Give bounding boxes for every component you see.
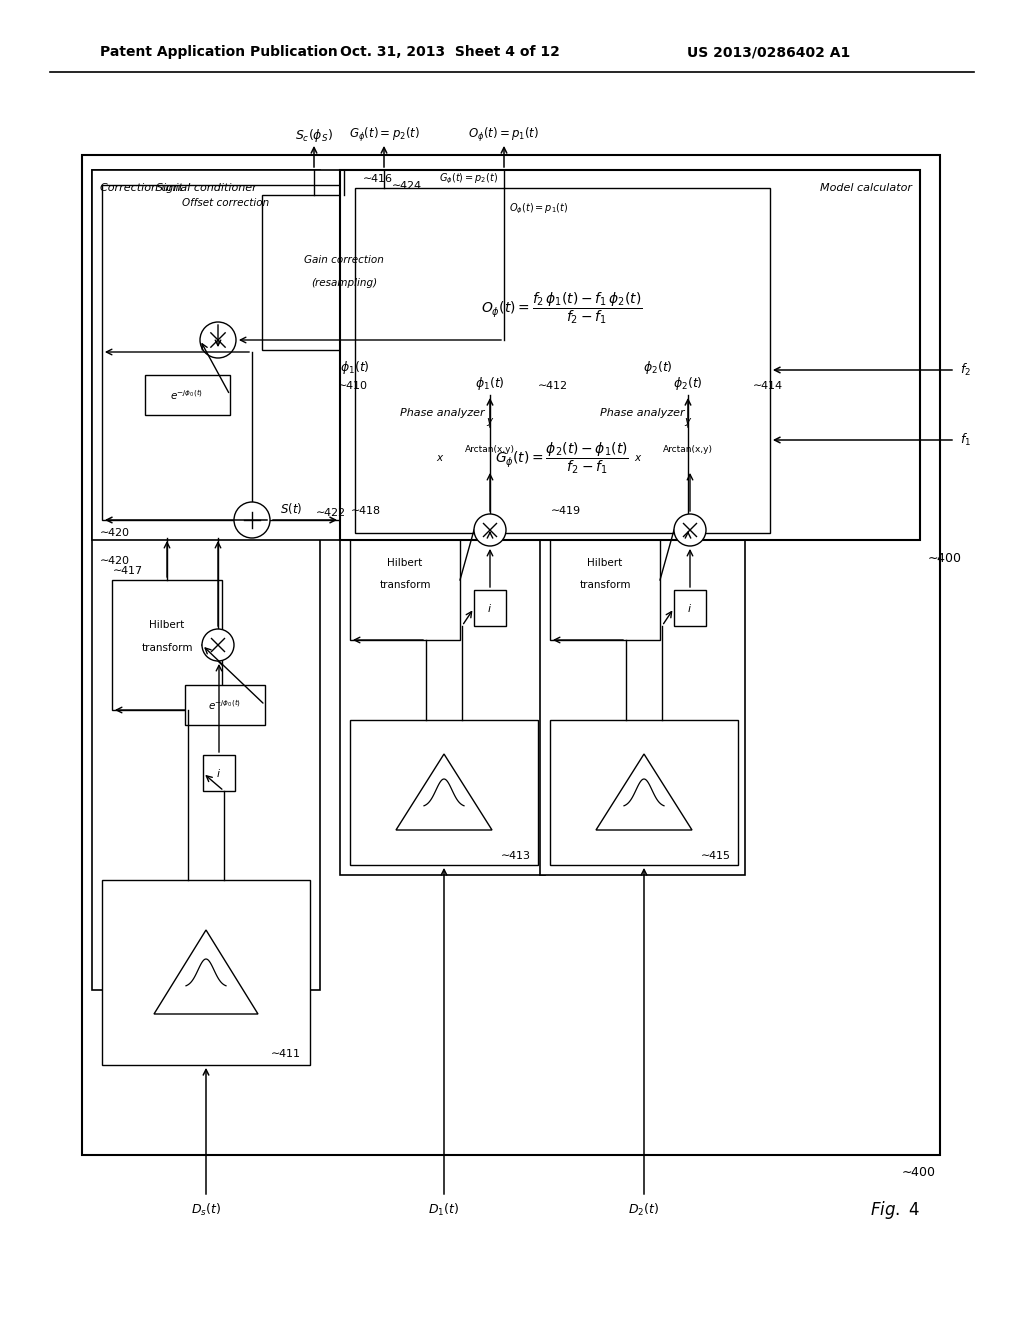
Text: Hilbert: Hilbert (150, 620, 184, 630)
Text: US 2013/0286402 A1: US 2013/0286402 A1 (687, 45, 850, 59)
Text: $G_\phi(t) = \dfrac{\phi_2(t) - \phi_1(t)}{f_2 - f_1}$: $G_\phi(t) = \dfrac{\phi_2(t) - \phi_1(t… (495, 440, 629, 477)
Text: $\sim\!\!415$: $\sim\!\!415$ (697, 849, 730, 861)
Text: transform: transform (141, 643, 193, 653)
Bar (185, 685, 265, 725)
Text: $x$: $x$ (436, 453, 445, 463)
Text: $\sim\!\!414$: $\sim\!\!414$ (750, 379, 782, 391)
Text: $f_2$: $f_2$ (961, 362, 971, 378)
Bar (340, 170, 920, 540)
Bar (203, 755, 234, 791)
Text: $\sim\!\!419$: $\sim\!\!419$ (548, 504, 581, 516)
Text: $x$: $x$ (635, 453, 643, 463)
Text: $\sim\!\!400$: $\sim\!\!400$ (925, 552, 962, 565)
Bar (674, 590, 706, 626)
Text: $Fig.\ 4$: $Fig.\ 4$ (869, 1199, 920, 1221)
Bar (262, 195, 427, 350)
Text: $\sim\!\!422$: $\sim\!\!422$ (312, 506, 345, 517)
Text: Hilbert: Hilbert (387, 558, 423, 568)
Bar (102, 880, 310, 1065)
Text: $\sim\!\!413$: $\sim\!\!413$ (498, 849, 530, 861)
Bar (92, 170, 319, 990)
Text: $\phi_1(t)$: $\phi_1(t)$ (475, 375, 505, 392)
Bar (474, 590, 506, 626)
Circle shape (474, 513, 506, 546)
Text: $\sim\!\!418$: $\sim\!\!418$ (348, 504, 381, 516)
Text: $\phi_1(t)$: $\phi_1(t)$ (340, 359, 370, 375)
Bar (102, 185, 350, 520)
Text: $\phi_2(t)$: $\phi_2(t)$ (643, 359, 673, 375)
Text: $\sim\!\!420$: $\sim\!\!420$ (97, 525, 129, 539)
Bar (648, 430, 728, 470)
Text: $O_\phi(t) = \dfrac{f_2\,\phi_1(t) - f_1\,\phi_2(t)}{f_2 - f_1}$: $O_\phi(t) = \dfrac{f_2\,\phi_1(t) - f_1… (481, 290, 643, 326)
Text: $G_\phi(t) = p_2(t)$: $G_\phi(t) = p_2(t)$ (439, 172, 498, 186)
Bar (350, 719, 538, 865)
Text: Arctan(x,y): Arctan(x,y) (465, 446, 515, 454)
Text: $D_s(t)$: $D_s(t)$ (190, 1203, 221, 1218)
Circle shape (234, 502, 270, 539)
Text: Arctan(x,y): Arctan(x,y) (663, 446, 713, 454)
Text: Phase analyzer: Phase analyzer (399, 408, 484, 418)
Text: $\sim\!\!410$: $\sim\!\!410$ (335, 379, 368, 391)
Text: $O_\phi(t) = p_1(t)$: $O_\phi(t) = p_1(t)$ (468, 125, 540, 144)
Bar (350, 520, 460, 640)
Text: $y$: $y$ (684, 416, 692, 428)
Text: Oct. 31, 2013  Sheet 4 of 12: Oct. 31, 2013 Sheet 4 of 12 (340, 45, 560, 59)
Text: (resampling): (resampling) (311, 279, 377, 288)
Text: Correction unit: Correction unit (100, 183, 183, 193)
Text: $e^{-j\phi_0(t)}$: $e^{-j\phi_0(t)}$ (170, 388, 204, 401)
Circle shape (200, 322, 236, 358)
Text: $i$: $i$ (487, 602, 493, 614)
Bar (340, 395, 545, 875)
Bar (550, 520, 660, 640)
Text: $\sim\!\!420$: $\sim\!\!420$ (97, 554, 129, 566)
Bar (82, 154, 940, 1155)
Text: $\sim\!\!412$: $\sim\!\!412$ (535, 379, 567, 391)
Text: transform: transform (379, 579, 431, 590)
Text: $O_\phi(t) = p_1(t)$: $O_\phi(t) = p_1(t)$ (509, 202, 568, 216)
Text: $D_1(t)$: $D_1(t)$ (428, 1203, 460, 1218)
Text: Offset correction: Offset correction (182, 198, 269, 209)
Text: Signal conditioner: Signal conditioner (156, 183, 256, 193)
Text: transform: transform (580, 579, 631, 590)
Text: Hilbert: Hilbert (588, 558, 623, 568)
Text: $\sim\!\!424$: $\sim\!\!424$ (389, 180, 422, 191)
Text: $G_\phi(t) = p_2(t)$: $G_\phi(t) = p_2(t)$ (348, 125, 420, 144)
Text: Patent Application Publication: Patent Application Publication (100, 45, 338, 59)
Circle shape (202, 630, 234, 661)
Bar (540, 395, 745, 875)
Text: $\sim\!\!400$: $\sim\!\!400$ (899, 1167, 935, 1180)
Text: $e^{-j\phi_0(t)}$: $e^{-j\phi_0(t)}$ (209, 698, 242, 711)
Bar (112, 579, 222, 710)
Text: $i$: $i$ (216, 767, 221, 779)
Text: Phase analyzer: Phase analyzer (600, 408, 684, 418)
Text: $\phi_2(t)$: $\phi_2(t)$ (673, 375, 702, 392)
Bar (145, 375, 230, 414)
Bar (450, 430, 530, 470)
Bar (92, 170, 632, 540)
Text: Gain correction: Gain correction (304, 255, 384, 265)
Text: $\sim\!\!417$: $\sim\!\!417$ (110, 564, 142, 576)
Bar (355, 187, 770, 533)
Bar (550, 719, 738, 865)
Text: $\sim\!\!416$: $\sim\!\!416$ (360, 172, 392, 183)
Text: Model calculator: Model calculator (820, 183, 912, 193)
Circle shape (674, 513, 706, 546)
Text: $\sim\!\!411$: $\sim\!\!411$ (268, 1047, 300, 1059)
Text: $f_1$: $f_1$ (961, 432, 971, 447)
Text: $y$: $y$ (485, 416, 495, 428)
Text: $D_2(t)$: $D_2(t)$ (629, 1203, 659, 1218)
Text: $S(t)$: $S(t)$ (280, 500, 302, 516)
Text: $i$: $i$ (687, 602, 692, 614)
Text: $S_c(\phi_S)$: $S_c(\phi_S)$ (295, 127, 333, 144)
